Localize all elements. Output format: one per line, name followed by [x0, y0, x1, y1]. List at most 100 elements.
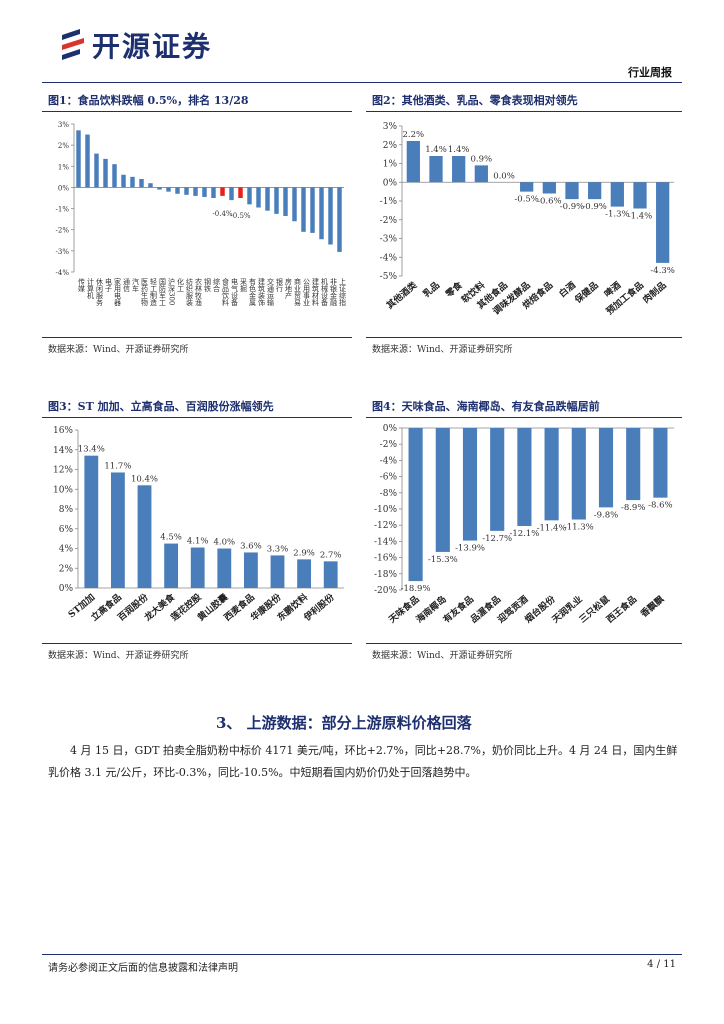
bar — [148, 183, 153, 188]
data-label: -1.4% — [628, 212, 652, 222]
y-tick-label: -4% — [56, 269, 70, 277]
chart-industry-performance: 3% 2% 1% 0% -1% -2% -3% -4% 传媒 计算机 休闲服务 电子 家用电器 通信 汽车医… — [56, 121, 347, 307]
data-label: 3.3% — [267, 544, 289, 554]
category-label: 家用电器 — [114, 277, 122, 307]
bar — [292, 187, 297, 222]
bar — [166, 187, 171, 192]
data-label: -4.3% — [650, 266, 674, 276]
data-label: 3.6% — [240, 541, 262, 551]
data-label: 1.4% — [448, 145, 470, 155]
bar — [247, 187, 252, 205]
bar — [517, 428, 532, 527]
category-label: 传媒 — [78, 277, 86, 293]
bar — [202, 187, 207, 197]
data-label: -12.1% — [509, 529, 539, 539]
bar — [610, 182, 624, 207]
y-tick-label: 8% — [59, 505, 74, 515]
bar — [217, 548, 232, 588]
figure-4-source-rule — [366, 643, 682, 644]
category-label: 食品饮料 — [222, 277, 230, 307]
figure-1-rule — [42, 111, 352, 112]
data-label: 0.0% — [493, 171, 515, 181]
report-type: 行业周报 — [628, 66, 672, 79]
footer-divider — [42, 954, 682, 955]
bar — [265, 187, 270, 211]
bar — [297, 559, 312, 588]
bar — [175, 187, 180, 194]
y-tick-label: 0% — [383, 424, 398, 434]
bar — [462, 428, 478, 541]
page-number: 4 / 11 — [647, 959, 676, 970]
y-tick-label: 3% — [383, 122, 398, 132]
bar — [121, 174, 126, 188]
bar — [323, 561, 338, 588]
bar — [626, 428, 641, 501]
category-label: 交通运输 — [267, 277, 275, 307]
bar — [110, 472, 125, 588]
data-label: 0.9% — [471, 154, 493, 164]
bar — [190, 547, 205, 588]
bar — [337, 187, 342, 252]
data-label: 4.0% — [213, 538, 235, 548]
data-label: 2.2% — [403, 130, 425, 140]
y-tick-label: 0% — [383, 178, 398, 188]
bar — [656, 182, 670, 263]
y-tick-label: -2% — [380, 440, 398, 450]
data-label: -1.3% — [605, 210, 629, 220]
chart-top-gainers: 16%14%12%10%8%6%4%2%0%13.4%ST加加11.7%立高食品… — [53, 426, 344, 624]
bar — [274, 187, 279, 214]
y-tick-label: -1% — [380, 197, 398, 207]
category-label: 银行 — [276, 277, 284, 293]
category-label: 商业贸易 — [294, 277, 302, 307]
bar — [85, 134, 90, 188]
data-label: 11.7% — [104, 461, 131, 471]
y-tick-label: 1% — [383, 160, 398, 170]
bar — [270, 555, 285, 588]
y-tick-label: -5% — [380, 272, 398, 282]
category-label: 房地产 — [285, 277, 293, 300]
data-label: 4.5% — [160, 533, 182, 543]
bar — [220, 187, 225, 196]
category-label: 沪深300 — [168, 277, 176, 305]
figure-3-title: 图3：ST 加加、立高食品、百润股份涨幅领先 — [48, 400, 274, 413]
bar — [598, 428, 614, 508]
bar — [103, 158, 108, 188]
category-label: 电子 — [105, 277, 113, 292]
brand-logo: 开源证券 — [58, 22, 212, 68]
bar — [84, 455, 99, 588]
y-tick-label: -2% — [56, 227, 70, 235]
y-tick-label: -20% — [374, 586, 397, 596]
bar — [319, 187, 324, 240]
bar — [139, 178, 144, 188]
figure-2-source-rule — [366, 337, 682, 338]
bar — [184, 187, 189, 195]
category-label: 化工 — [177, 277, 185, 292]
category-label: 钢铁 — [204, 277, 212, 293]
y-tick-label: 16% — [53, 426, 73, 436]
data-label: -8.6% — [648, 501, 672, 511]
category-label: 乳品 — [420, 279, 442, 300]
data-label: -0.6% — [537, 197, 561, 207]
bar — [474, 165, 488, 183]
data-label: 2.9% — [293, 548, 315, 558]
y-tick-label: 2% — [59, 564, 74, 574]
figure-3-rule — [42, 417, 352, 418]
section-paragraph: 4 月 15 日，GDT 拍卖全脂奶粉中标价 4171 美元/吨，环比+2.7%… — [48, 744, 678, 779]
figure-4-rule — [366, 417, 682, 418]
data-label: 2.7% — [320, 550, 342, 560]
category-label: 西王食品 — [604, 593, 639, 625]
figure-1-source-rule — [42, 337, 352, 338]
category-label: 采掘 — [240, 277, 248, 293]
data-label: -11.3% — [564, 523, 594, 533]
figure-1-source: 数据来源：Wind、开源证券研究所 — [48, 345, 189, 355]
y-tick-label: 4% — [59, 545, 74, 555]
category-label: 非银金融 — [330, 277, 338, 307]
category-label: 建筑装饰 — [258, 277, 266, 307]
bar — [408, 428, 423, 582]
y-tick-label: 0% — [58, 184, 69, 192]
y-tick-label: 3% — [58, 121, 69, 129]
data-label: -8.9% — [621, 503, 645, 513]
category-label: 肉制品 — [640, 279, 668, 306]
y-tick-label: 6% — [59, 525, 74, 535]
y-tick-label: -3% — [380, 235, 398, 245]
